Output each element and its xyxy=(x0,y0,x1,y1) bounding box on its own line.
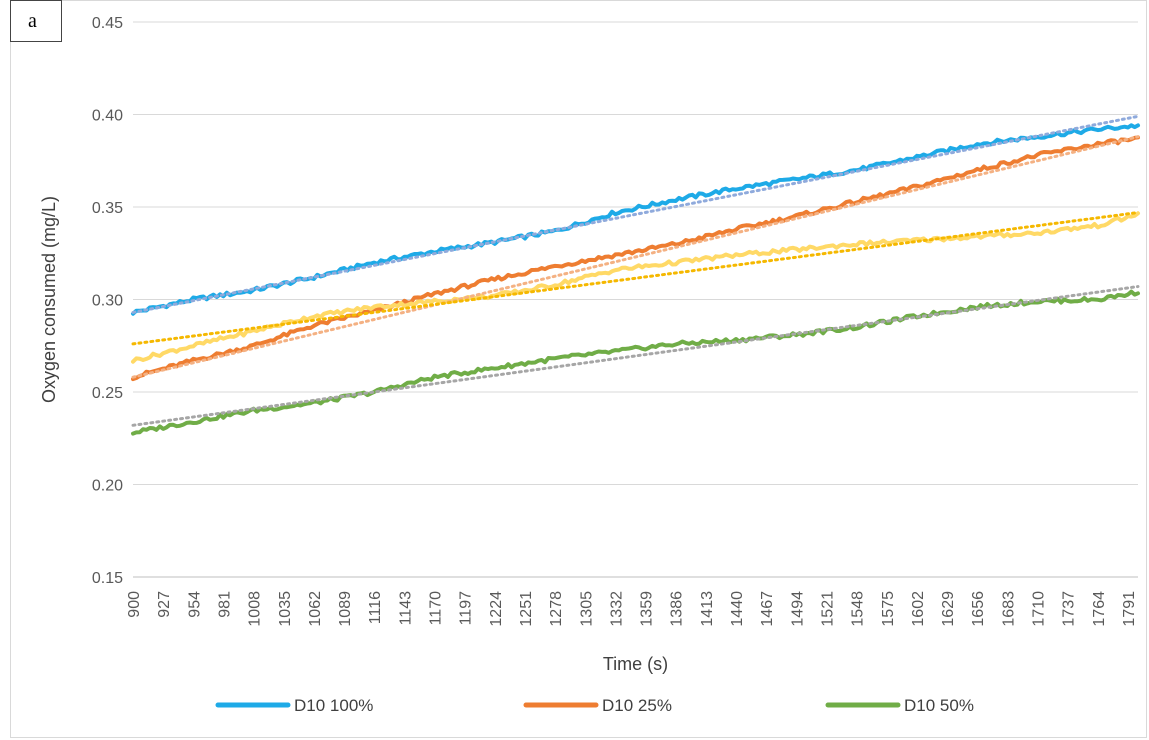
y-tick-label: 0.20 xyxy=(92,478,123,495)
trendline xyxy=(133,137,1138,378)
series-line xyxy=(133,292,1138,434)
x-tick-label: 1683 xyxy=(1000,591,1017,627)
x-tick-label: 1143 xyxy=(397,591,414,626)
y-tick-label: 0.40 xyxy=(92,108,123,125)
x-tick-label: 1548 xyxy=(850,591,867,627)
x-tick-label: 1008 xyxy=(247,591,264,627)
trendline xyxy=(133,287,1138,426)
x-tick-label: 1602 xyxy=(910,591,927,627)
x-tick-label: 1197 xyxy=(458,591,475,626)
y-axis-title: Oxygen consumed (mg/L) xyxy=(39,196,59,403)
x-tick-label: 1467 xyxy=(759,591,776,627)
x-tick-label: 1251 xyxy=(518,591,535,627)
x-tick-label: 927 xyxy=(156,591,173,618)
x-tick-label: 1116 xyxy=(367,591,384,624)
y-tick-label: 0.30 xyxy=(92,293,123,310)
x-tick-label: 1521 xyxy=(819,591,836,627)
x-tick-label: 1629 xyxy=(940,591,957,627)
x-tick-label: 1656 xyxy=(970,591,987,627)
x-tick-label: 1332 xyxy=(608,591,625,627)
x-tick-label: 1440 xyxy=(729,591,746,627)
x-tick-label: 1035 xyxy=(277,591,294,627)
legend-entry: D10 100% xyxy=(294,696,373,715)
x-tick-label: 1170 xyxy=(428,591,445,626)
x-tick-label: 981 xyxy=(216,591,233,618)
x-tick-label: 1062 xyxy=(307,591,324,627)
x-tick-label: 1575 xyxy=(880,591,897,627)
x-tick-label: 1413 xyxy=(699,591,716,627)
series-line xyxy=(133,213,1138,361)
legend-entry: D10 25% xyxy=(602,696,672,715)
x-tick-label: 900 xyxy=(126,591,143,618)
x-axis-title: Time (s) xyxy=(603,654,668,674)
y-tick-label: 0.45 xyxy=(92,15,123,32)
y-tick-label: 0.35 xyxy=(92,200,123,217)
x-tick-label: 1305 xyxy=(578,591,595,627)
series-line xyxy=(133,125,1138,313)
x-tick-label: 1386 xyxy=(669,591,686,627)
x-tick-label: 1359 xyxy=(639,591,656,627)
x-tick-label: 1494 xyxy=(789,591,806,627)
x-tick-label: 1278 xyxy=(548,591,565,627)
x-tick-label: 1737 xyxy=(1061,591,1078,627)
x-tick-label: 954 xyxy=(186,591,203,618)
x-tick-label: 1791 xyxy=(1121,591,1138,627)
x-tick-label: 1710 xyxy=(1031,591,1048,627)
panel-label: a xyxy=(10,0,62,42)
y-tick-label: 0.25 xyxy=(92,385,123,402)
trendline xyxy=(133,213,1138,344)
x-tick-label: 1764 xyxy=(1091,591,1108,627)
legend-entry: D10 50% xyxy=(904,696,974,715)
x-tick-label: 1224 xyxy=(488,591,505,627)
x-tick-label: 1089 xyxy=(337,591,354,627)
y-tick-label: 0.15 xyxy=(92,570,123,587)
